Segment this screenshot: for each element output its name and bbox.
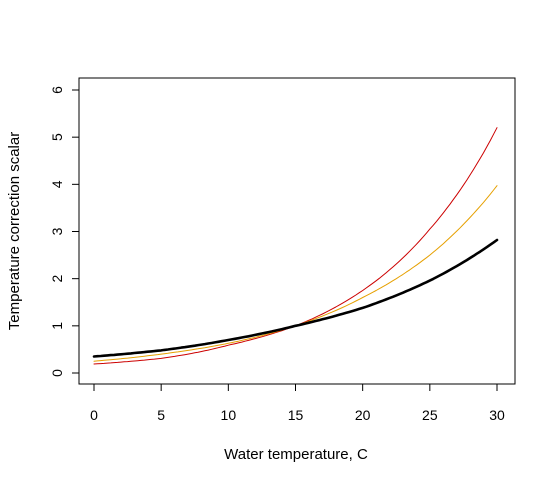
series-line-2 bbox=[93, 185, 498, 362]
y-tick-label: 2 bbox=[49, 275, 65, 283]
series-line-1 bbox=[93, 127, 498, 365]
y-axis: 0 1 2 3 4 5 6 bbox=[49, 86, 80, 377]
y-tick-label: 4 bbox=[49, 180, 65, 188]
x-axis: 0 5 10 15 20 25 30 bbox=[90, 383, 505, 423]
x-tick-label: 5 bbox=[157, 407, 165, 423]
x-tick-label: 10 bbox=[221, 407, 237, 423]
y-tick-label: 5 bbox=[49, 133, 65, 141]
y-tick-label: 0 bbox=[49, 369, 65, 377]
y-tick-label: 6 bbox=[49, 86, 65, 94]
x-tick-label: 20 bbox=[355, 407, 371, 423]
y-tick-label: 3 bbox=[49, 227, 65, 235]
series-layer bbox=[92, 127, 499, 365]
series-line-3 bbox=[92, 238, 499, 358]
x-axis-title: Water temperature, C bbox=[224, 446, 368, 463]
y-tick-label: 1 bbox=[49, 322, 65, 330]
x-tick-label: 30 bbox=[489, 407, 505, 423]
y-axis-title: Temperature correction scalar bbox=[6, 132, 23, 330]
x-tick-label: 0 bbox=[90, 407, 98, 423]
x-tick-label: 15 bbox=[288, 407, 304, 423]
plot-frame bbox=[78, 77, 516, 385]
x-tick-label: 25 bbox=[422, 407, 438, 423]
